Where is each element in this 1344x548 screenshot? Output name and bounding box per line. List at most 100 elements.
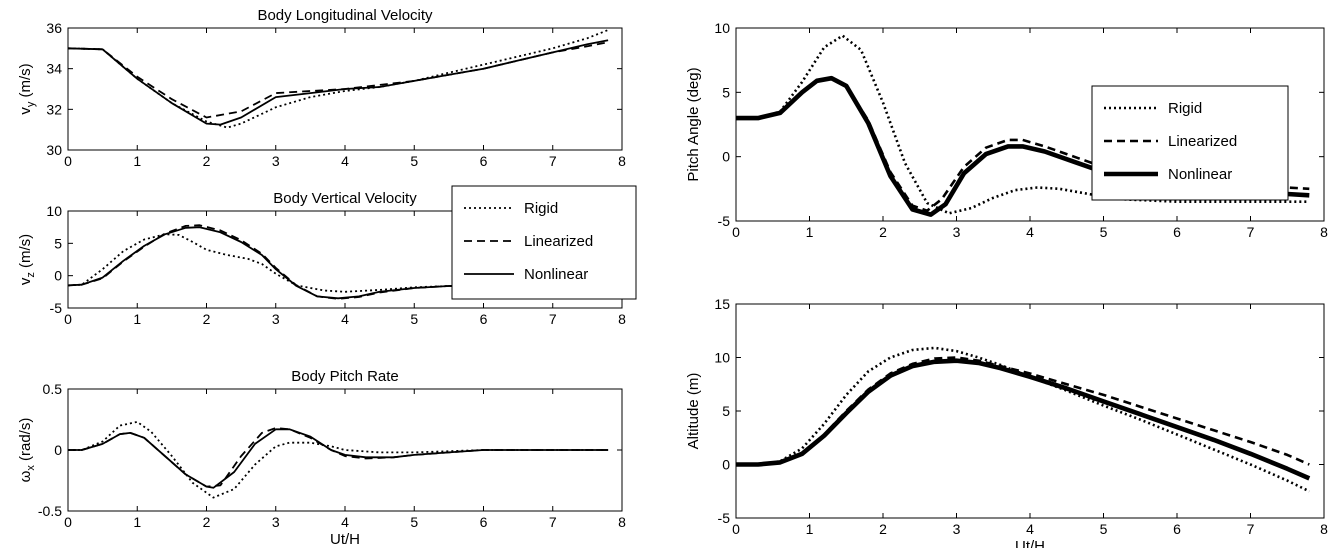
x-tick-label: 0	[732, 224, 740, 240]
y-tick-label: -5	[50, 300, 63, 316]
x-tick-label: 3	[272, 153, 280, 169]
y-tick-label: 0.5	[43, 381, 63, 397]
axes-box-4	[735, 303, 1325, 519]
legend: Rigid Linearized Nonlinear	[451, 185, 637, 300]
legend-box	[1091, 85, 1289, 201]
y-tick-label: 5	[54, 235, 62, 251]
y-tick-label: 32	[46, 101, 62, 117]
legend-label-0: Rigid	[524, 200, 558, 217]
y-tick-label: 10	[714, 350, 730, 366]
x-tick-label: 7	[549, 514, 557, 530]
legend-label-1: Linearized	[524, 233, 593, 250]
x-tick-label: 0	[64, 311, 72, 327]
series-line-2-1	[68, 427, 609, 488]
series-line-0-1	[67, 41, 609, 119]
x-tick-label: 5	[1100, 224, 1108, 240]
legend: Rigid Linearized Nonlinear	[1091, 85, 1289, 201]
x-tick-label: 6	[480, 514, 488, 530]
x-tick-label: 0	[64, 514, 72, 530]
x-tick-label: 6	[1173, 224, 1181, 240]
y-tick-label: 0	[722, 457, 730, 473]
y-tick-label: 15	[714, 296, 730, 312]
x-tick-label: 3	[272, 514, 280, 530]
x-tick-label: 7	[549, 153, 557, 169]
chart-title: Body Vertical Velocity	[273, 190, 417, 207]
series-line-0-2	[67, 39, 609, 126]
legend-label-2: Nonlinear	[524, 266, 588, 283]
legend-box	[451, 185, 637, 300]
y-tick-label: 10	[46, 203, 62, 219]
y-tick-label: 34	[46, 61, 62, 77]
y-axis-label: vy (m/s)	[17, 63, 37, 114]
x-tick-label: 1	[806, 521, 814, 537]
y-tick-label: 0	[54, 442, 62, 458]
series-line-4-0	[736, 346, 1310, 493]
x-tick-label: 8	[1320, 521, 1328, 537]
x-tick-label: 7	[1247, 224, 1255, 240]
x-tick-label: 4	[341, 153, 349, 169]
x-tick-label: 8	[618, 311, 626, 327]
y-tick-label: 0	[54, 268, 62, 284]
x-tick-label: 7	[549, 311, 557, 327]
series-line-3-0	[736, 34, 1310, 215]
x-tick-label: 1	[806, 224, 814, 240]
x-tick-label: 8	[618, 514, 626, 530]
y-tick-label: 30	[46, 142, 62, 158]
x-tick-label: 3	[272, 311, 280, 327]
x-tick-label: 0	[64, 153, 72, 169]
x-tick-label: 2	[203, 311, 211, 327]
x-tick-label: 3	[953, 224, 961, 240]
x-tick-label: 5	[410, 153, 418, 169]
x-tick-label: 5	[410, 311, 418, 327]
y-tick-label: 36	[46, 20, 62, 36]
x-tick-label: 5	[1100, 521, 1108, 537]
y-tick-label: 0	[722, 149, 730, 165]
x-tick-label: 4	[1026, 521, 1034, 537]
x-tick-label: 0	[732, 521, 740, 537]
y-tick-label: 10	[714, 20, 730, 36]
y-axis-label: ωx (rad/s)	[17, 418, 37, 483]
x-tick-label: 6	[1173, 521, 1181, 537]
series-line-0-0	[67, 29, 609, 129]
chart-title: Body Pitch Rate	[291, 368, 399, 385]
legend-label-2: Nonlinear	[1168, 166, 1232, 183]
x-tick-label: 8	[1320, 224, 1328, 240]
chart-title: Body Longitudinal Velocity	[257, 7, 433, 24]
x-tick-label: 4	[1026, 224, 1034, 240]
x-tick-label: 4	[341, 311, 349, 327]
x-tick-label: 1	[133, 153, 141, 169]
x-axis-label: Ut/H	[330, 531, 360, 548]
x-tick-label: 4	[341, 514, 349, 530]
x-tick-label: 2	[879, 224, 887, 240]
x-tick-label: 1	[133, 514, 141, 530]
y-tick-label: -5	[718, 213, 731, 229]
x-axis-label: Ut/H	[1015, 538, 1045, 548]
x-tick-label: 2	[203, 514, 211, 530]
y-axis-label: vz (m/s)	[17, 234, 37, 285]
x-tick-label: 7	[1247, 521, 1255, 537]
series-line-2-2	[68, 428, 609, 489]
legend-label-1: Linearized	[1168, 133, 1237, 150]
y-axis-label: Altitude (m)	[685, 373, 702, 450]
x-tick-label: 6	[480, 311, 488, 327]
y-tick-label: 5	[722, 84, 730, 100]
series-line-4-2	[736, 358, 1311, 481]
x-tick-label: 5	[410, 514, 418, 530]
y-tick-label: -5	[718, 510, 731, 526]
x-tick-label: 3	[953, 521, 961, 537]
x-tick-label: 6	[480, 153, 488, 169]
x-tick-label: 2	[203, 153, 211, 169]
legend-label-0: Rigid	[1168, 100, 1202, 117]
y-axis-label: Pitch Angle (deg)	[685, 67, 702, 181]
y-tick-label: -0.5	[38, 503, 62, 519]
x-tick-label: 2	[879, 521, 887, 537]
x-tick-label: 8	[618, 153, 626, 169]
x-tick-label: 1	[133, 311, 141, 327]
y-tick-label: 5	[722, 403, 730, 419]
series-line-2-0	[68, 421, 609, 499]
